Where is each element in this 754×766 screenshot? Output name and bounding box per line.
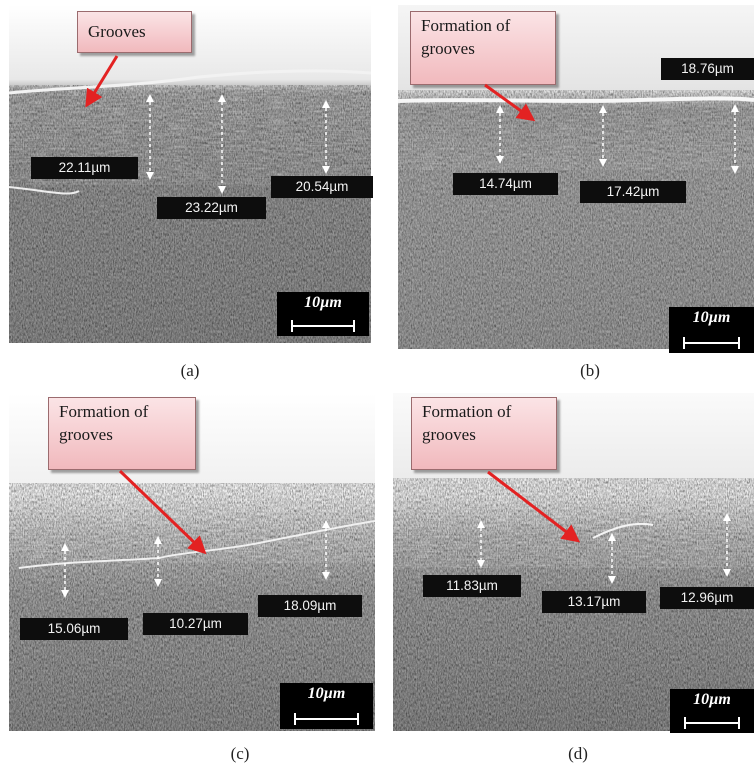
measurement-label: 17.42µm [580,181,686,203]
scale-bar-label: 10µm [304,294,342,311]
measurement-label: 23.22µm [157,197,266,219]
panel-caption-d: (d) [568,744,588,763]
callout-formation-of-grooves: Formation of grooves [410,11,556,85]
measurement-label: 10.27µm [143,613,248,635]
scale-bar-line [294,713,359,725]
scale-bar-line [291,320,355,332]
callout-grooves: Grooves [77,11,192,53]
scale-bar-label: 10µm [307,685,346,702]
measurement-label: 18.09µm [258,595,362,617]
callout-formation-of-grooves: Formation of grooves [411,397,557,470]
measurement-label: 20.54µm [271,176,373,198]
panel-caption-b: (b) [580,361,600,380]
measurement-label: 14.74µm [453,173,558,195]
measurement-label: 12.96µm [660,587,754,609]
measurement-label: 11.83µm [423,575,521,597]
panel-caption-a: (a) [180,361,200,380]
scale-bar: 10µm [669,307,754,353]
scale-bar: 10µm [280,683,373,729]
callout-formation-of-grooves: Formation of grooves [48,397,196,470]
measurement-label: 22.11µm [31,157,138,179]
scale-bar-line [683,337,740,349]
measurement-label: 15.06µm [20,618,128,640]
scale-bar-line [684,717,740,729]
panel-caption-c: (c) [230,744,250,763]
measurement-label: 18.76µm [661,58,754,80]
scale-bar: 10µm [670,689,754,733]
measurement-label: 13.17µm [542,591,646,613]
scale-bar-label: 10µm [692,309,731,326]
scale-bar-label: 10µm [693,691,731,708]
scale-bar: 10µm [277,292,369,336]
